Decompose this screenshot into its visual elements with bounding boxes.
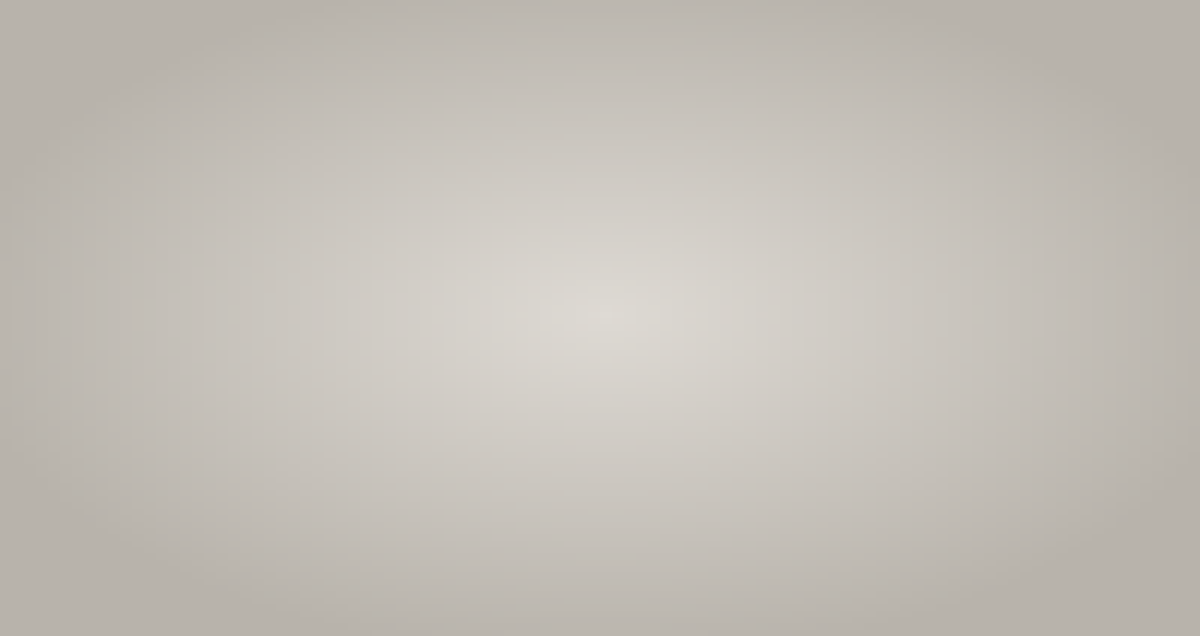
Text: There are different muscarinic ACh receptor subtypes – they are metabotropic
rec: There are different muscarinic ACh recep… — [214, 378, 1140, 432]
Text: There are different muscarinic ACh receptor subtypes – they are ionotropic
recep: There are different muscarinic ACh recep… — [214, 299, 1099, 354]
Text: There are different muscarinic ACh receptor subtypes – they are metabotropic
rec: There are different muscarinic ACh recep… — [214, 456, 1140, 511]
Text: There are different muscarinic ACh receptor subtypes – they are ionotropic
recep: There are different muscarinic ACh recep… — [214, 223, 1099, 278]
Text: Why is it that muscarinic ACh receptors can depolarize some cells and hyperpolar: Why is it that muscarinic ACh receptors … — [173, 103, 1176, 158]
Text: None of the above – muscarinic ACh receptors can only depolarize cells: None of the above – muscarinic ACh recep… — [214, 529, 1060, 553]
